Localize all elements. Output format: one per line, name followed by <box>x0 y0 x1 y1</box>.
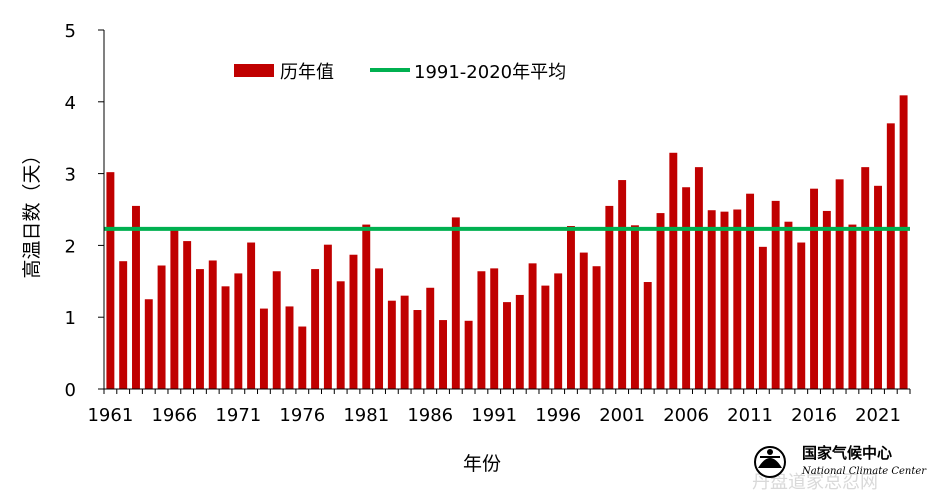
y-tick-label: 4 <box>65 93 76 114</box>
logo-text-en: National Climate Center <box>801 466 927 477</box>
y-axis-title: 高温日数（天） <box>21 145 43 278</box>
bar-1971 <box>234 273 243 389</box>
bar-1990 <box>477 271 486 389</box>
y-tick-label: 1 <box>65 308 76 329</box>
bar-1997 <box>567 226 575 389</box>
bar-2010 <box>733 209 742 389</box>
bar-2002 <box>630 225 639 389</box>
bar-2015 <box>797 242 806 389</box>
y-tick-label: 3 <box>65 165 76 186</box>
logo-text-cn: 国家气候中心 <box>802 444 892 462</box>
bar-1988 <box>451 217 460 389</box>
bar-1981 <box>362 224 371 389</box>
y-tick-label: 2 <box>65 236 76 257</box>
bar-1986 <box>426 287 435 389</box>
x-tick-label: 2001 <box>599 405 645 426</box>
x-axis-title: 年份 <box>463 453 501 475</box>
bar-1975 <box>285 306 294 389</box>
y-tick-label: 5 <box>65 21 76 42</box>
x-tick-label: 2016 <box>791 405 837 426</box>
ncc-emblem-icon <box>754 446 786 478</box>
bar-1977 <box>311 269 320 389</box>
bar-1965 <box>157 265 166 389</box>
bar-1983 <box>387 300 396 389</box>
x-tick-label: 1986 <box>407 405 453 426</box>
bar-2017 <box>822 210 831 389</box>
bar-1967 <box>183 241 192 389</box>
legend-swatch-bars <box>234 64 274 77</box>
bar-2001 <box>618 180 627 389</box>
bar-1964 <box>144 299 153 389</box>
bar-1995 <box>541 285 550 389</box>
x-tick-label: 1966 <box>151 405 197 426</box>
bar-2020 <box>861 167 870 389</box>
y-axis: 0 1 2 3 4 5 <box>65 21 105 401</box>
bar-2007 <box>694 167 703 389</box>
bar-1982 <box>375 268 384 389</box>
bar-1961 <box>106 172 115 389</box>
bar-2003 <box>643 282 652 389</box>
bar-2014 <box>784 221 793 389</box>
x-tick-label: 1996 <box>535 405 581 426</box>
x-tick-label: 1981 <box>343 405 389 426</box>
watermark-text: 丹盘道家总忍网 <box>752 472 878 491</box>
legend-label-bars: 历年值 <box>280 62 334 83</box>
x-axis: 1961 1966 1971 1976 1981 1986 1991 1996 2001 2006… <box>87 388 911 426</box>
x-tick-label: 2006 <box>663 405 709 426</box>
bar-1999 <box>592 266 601 389</box>
bar-1969 <box>208 260 217 389</box>
bar-2008 <box>707 210 716 389</box>
bar-2022 <box>886 123 895 389</box>
x-tick-label: 1991 <box>471 405 517 426</box>
bar-2013 <box>771 200 780 389</box>
bar-1970 <box>221 286 230 389</box>
x-tick-label: 2021 <box>855 405 901 426</box>
bar-2021 <box>874 185 882 389</box>
bar-series <box>106 95 908 389</box>
x-tick-label: 2011 <box>727 405 773 426</box>
bar-2006 <box>682 187 691 389</box>
bar-1985 <box>413 310 422 389</box>
bar-1966 <box>170 229 179 389</box>
bar-1978 <box>323 244 332 389</box>
bar-2019 <box>848 224 857 389</box>
ncc-logo: 国家气候中心 National Climate Center <box>754 444 927 478</box>
bar-1984 <box>400 295 409 389</box>
bar-2018 <box>835 179 844 389</box>
bar-1980 <box>349 254 358 389</box>
x-tick-label: 1976 <box>279 405 325 426</box>
x-tick-label: 1971 <box>215 405 261 426</box>
bar-1996 <box>554 273 563 389</box>
bar-1974 <box>272 271 281 389</box>
bar-1991 <box>490 268 499 389</box>
bar-2016 <box>810 188 819 389</box>
bar-1968 <box>195 269 204 389</box>
bar-1962 <box>119 261 128 389</box>
bar-1979 <box>336 281 345 389</box>
bar-2023 <box>899 95 908 389</box>
y-tick-label: 0 <box>65 380 76 401</box>
bar-1993 <box>515 294 524 389</box>
bar-1976 <box>298 326 307 389</box>
bar-1989 <box>464 320 473 389</box>
x-tick-label: 1961 <box>87 405 133 426</box>
bar-1987 <box>439 320 447 389</box>
bar-1992 <box>503 302 511 389</box>
bar-1972 <box>247 242 256 389</box>
bar-2012 <box>758 246 767 389</box>
legend: 历年值 1991-2020年平均 <box>234 62 566 83</box>
bar-1973 <box>259 308 268 389</box>
bar-1994 <box>528 263 537 389</box>
bar-2004 <box>656 213 665 389</box>
bar-1998 <box>579 252 588 389</box>
bar-2005 <box>669 152 678 389</box>
bar-2000 <box>605 205 614 389</box>
legend-label-average: 1991-2020年平均 <box>414 62 566 83</box>
bar-1963 <box>132 205 140 389</box>
bar-2011 <box>746 193 755 389</box>
bar-2009 <box>720 211 729 389</box>
